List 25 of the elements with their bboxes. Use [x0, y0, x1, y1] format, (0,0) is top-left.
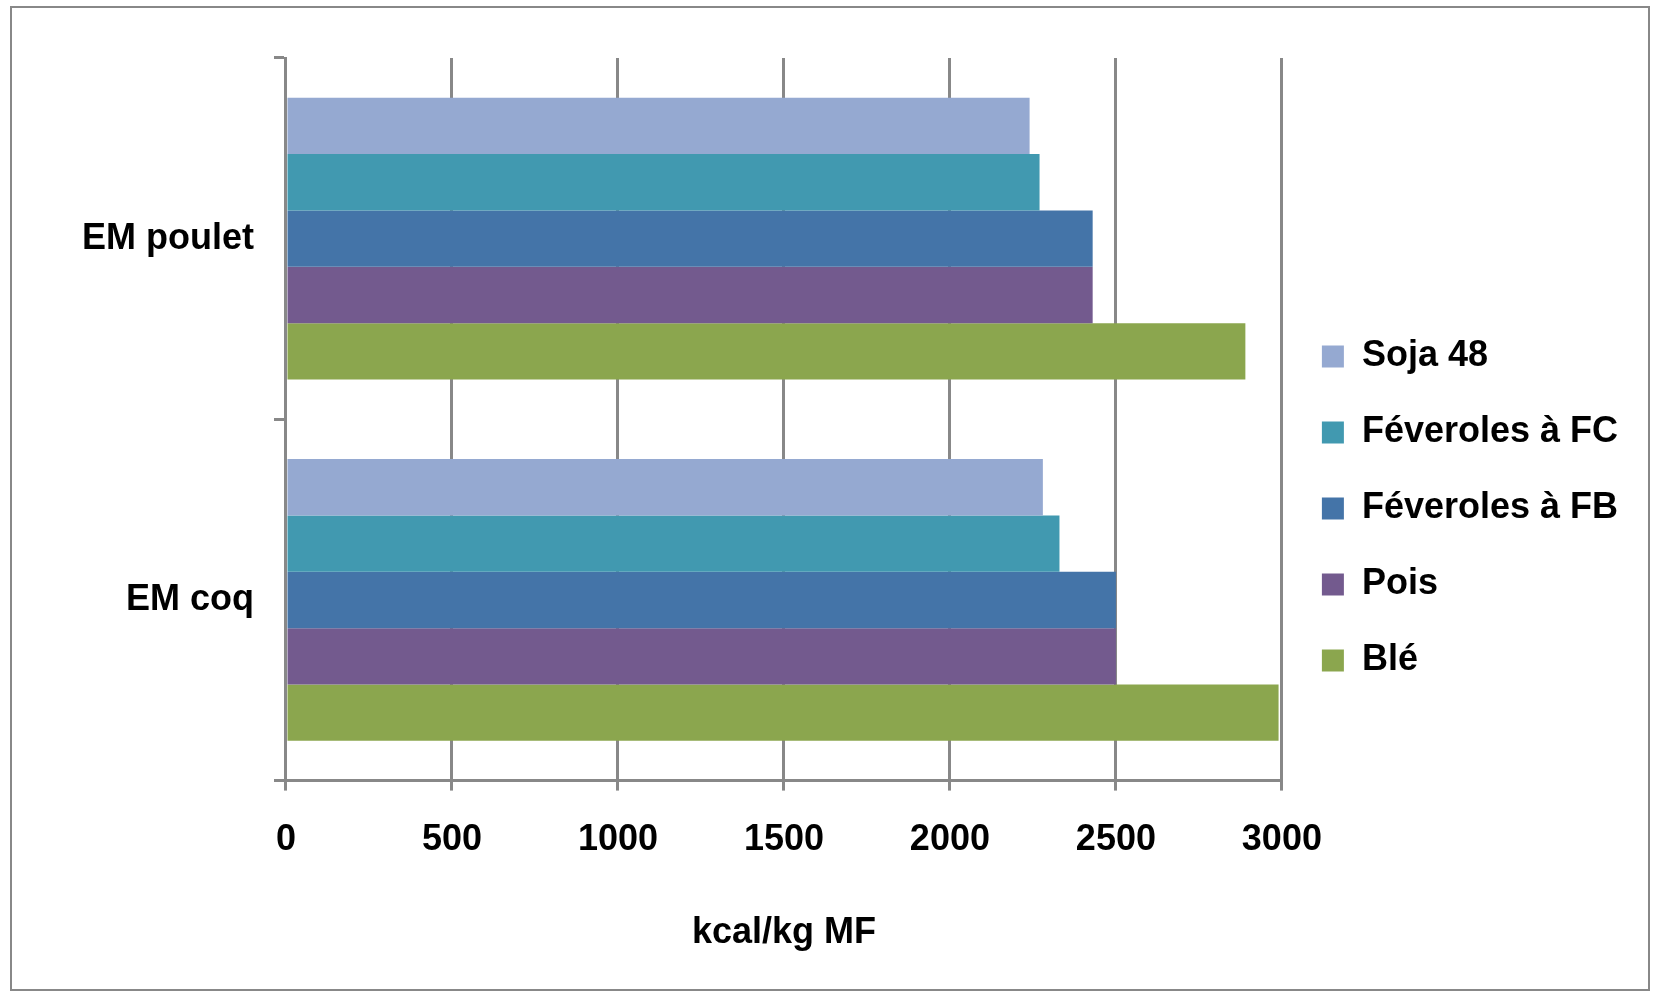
bar: [287, 459, 1043, 516]
bar: [287, 154, 1040, 211]
bar: [287, 684, 1279, 741]
legend-label: Pois: [1361, 561, 1438, 603]
x-tick-label: 2500: [1075, 817, 1156, 859]
bar: [287, 266, 1093, 324]
x-tick-label: 3000: [1241, 817, 1322, 859]
bar: [287, 323, 1246, 380]
x-tick-label: 1000: [577, 817, 658, 859]
bar: [287, 628, 1116, 685]
x-axis-title: kcal/kg MF: [691, 910, 876, 952]
legend-label: Féveroles à FC: [1361, 409, 1619, 451]
y-tick-label: EM poulet: [82, 215, 254, 257]
bar: [287, 515, 1060, 572]
bar: [287, 210, 1093, 267]
x-tick-label: 0: [275, 817, 296, 859]
x-tick-label: 500: [421, 817, 483, 859]
legend-label: Blé: [1361, 637, 1418, 679]
bar: [287, 571, 1116, 629]
bar: [287, 97, 1030, 155]
legend-label: Soja 48: [1361, 333, 1488, 375]
x-tick-label: 1500: [743, 817, 824, 859]
x-tick-label: 2000: [909, 817, 990, 859]
y-tick-label: EM coq: [125, 576, 254, 618]
legend-label: Féveroles à FB: [1361, 485, 1619, 527]
